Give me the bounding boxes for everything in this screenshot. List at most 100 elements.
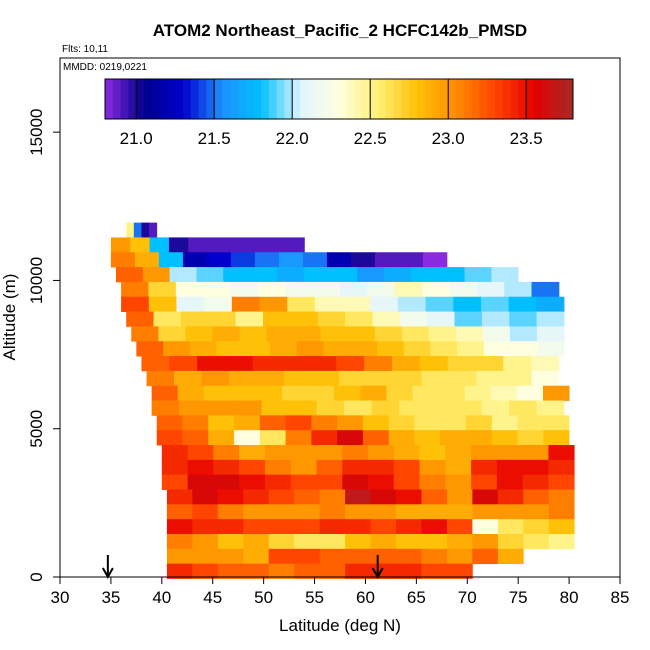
heatmap-cell	[419, 445, 446, 461]
heatmap-cell	[289, 400, 317, 416]
heatmap-cell	[110, 237, 131, 253]
heatmap-cell	[504, 281, 532, 298]
heatmap-cell	[158, 326, 186, 342]
heatmap-cell	[350, 341, 378, 357]
heatmap-cell	[503, 356, 532, 372]
heatmap-cell	[149, 222, 158, 238]
heatmap-cell	[158, 252, 184, 268]
heatmap-cell	[497, 489, 524, 505]
heatmap-cell	[290, 311, 319, 327]
x-tick-label: 85	[611, 588, 630, 607]
heatmap-cell	[350, 252, 376, 268]
heatmap-cell	[330, 267, 358, 283]
heatmap-cell	[345, 548, 371, 565]
heatmap-cell	[497, 534, 524, 550]
colorbar-segment	[541, 79, 551, 119]
heatmap-cell	[265, 237, 286, 253]
colorbar-segment	[378, 79, 387, 119]
heatmap-cell	[187, 459, 214, 476]
heatmap-cell	[285, 430, 312, 446]
heatmap-cell	[543, 415, 570, 431]
heatmap-cells	[110, 222, 575, 579]
heatmap-cell	[208, 430, 235, 446]
colorbar-segment	[190, 79, 200, 119]
heatmap-cell	[326, 252, 352, 268]
heatmap-cell	[455, 326, 484, 342]
heatmap-cell	[263, 311, 291, 327]
heatmap-cell	[480, 296, 510, 312]
colorbar-segment	[432, 79, 441, 119]
colorbar-segment	[502, 79, 512, 119]
colorbar-segment	[183, 79, 192, 119]
colorbar-segment	[565, 79, 574, 119]
heatmap-cell	[294, 548, 321, 565]
heatmap-cell	[362, 415, 390, 431]
heatmap-cell	[169, 267, 197, 283]
heatmap-cell	[471, 445, 498, 461]
heatmap-cell	[226, 237, 247, 253]
heatmap-cell	[472, 519, 499, 535]
heatmap-cell	[414, 415, 441, 431]
colorbar-segment	[393, 79, 402, 119]
heatmap-cell	[396, 519, 422, 535]
heatmap-cell	[311, 415, 338, 431]
colorbar-segment	[534, 79, 543, 119]
heatmap-cell	[163, 341, 191, 357]
heatmap-cell	[357, 267, 385, 283]
colorbar-segment	[518, 79, 527, 119]
heatmap-cell	[548, 489, 575, 505]
colorbar-segment	[167, 79, 176, 119]
heatmap-cell	[319, 519, 346, 535]
heatmap-cell	[345, 519, 371, 535]
heatmap-cell	[496, 445, 524, 461]
heatmap-cell	[386, 385, 413, 401]
heatmap-cell	[259, 296, 288, 312]
heatmap-cell	[243, 534, 270, 550]
heatmap-cell	[243, 519, 270, 535]
heatmap-cell	[366, 370, 395, 387]
heatmap-cell	[516, 385, 544, 401]
heatmap-cell	[166, 534, 193, 550]
plot-frame	[59, 57, 621, 578]
heatmap-cell	[509, 326, 538, 342]
heatmap-cell	[234, 430, 261, 446]
heatmap-cell	[192, 534, 219, 550]
heatmap-cell	[270, 341, 298, 357]
heatmap-cell	[196, 267, 224, 283]
heatmap-cell	[548, 474, 575, 490]
colorbar-segment	[440, 79, 449, 119]
colorbar-segment	[261, 79, 270, 119]
heatmap-cell	[454, 400, 482, 416]
heatmap-cell	[185, 326, 213, 342]
heatmap-cell	[440, 430, 467, 446]
heatmap-cell	[319, 563, 346, 579]
colorbar-segment	[510, 79, 519, 119]
colorbar-frame	[104, 78, 574, 120]
heatmap-cell	[522, 445, 549, 461]
heatmap-cell	[246, 237, 267, 253]
heatmap-cell	[548, 459, 575, 476]
heatmap-cell	[388, 415, 415, 431]
heatmap-cell	[179, 400, 208, 416]
x-tick-label: 80	[560, 588, 579, 607]
heatmap-cell	[393, 445, 420, 461]
colorbar-segment	[128, 79, 137, 119]
heatmap-cell	[268, 489, 295, 505]
heatmap-cell	[256, 370, 285, 387]
heatmap-cell	[543, 385, 570, 401]
heatmap-cell	[259, 415, 286, 431]
heatmap-cell	[509, 400, 537, 416]
heatmap-cell	[421, 519, 448, 535]
heatmap-cell	[374, 326, 403, 342]
heatmap-cell	[192, 519, 219, 535]
heatmap-cell	[187, 445, 214, 461]
heatmap-cell	[121, 281, 149, 298]
heatmap-cell	[316, 474, 343, 490]
heatmap-cell	[153, 311, 182, 327]
heatmap-cell	[370, 489, 397, 505]
heatmap-cell	[427, 311, 455, 327]
heatmap-cell	[204, 296, 233, 312]
heatmap-cell	[336, 356, 365, 372]
heatmap-cell	[342, 445, 369, 461]
y-tick-label: 10000	[27, 257, 46, 304]
